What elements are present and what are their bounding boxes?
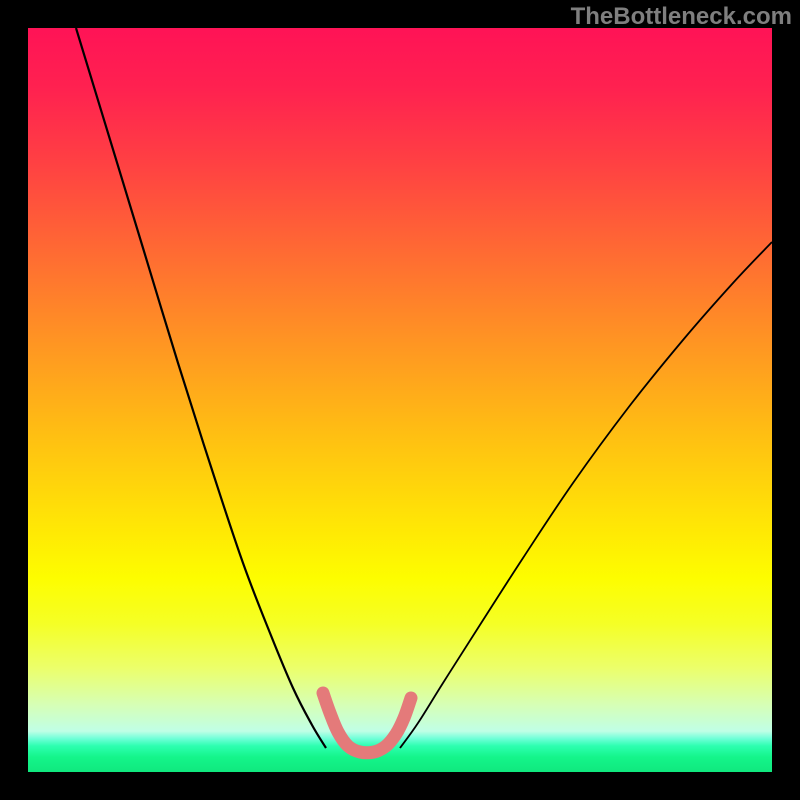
gradient-background <box>28 28 772 772</box>
watermark-text: TheBottleneck.com <box>571 3 792 31</box>
chart-stage: TheBottleneck.com <box>0 0 800 800</box>
bottleneck-chart-svg <box>0 0 800 800</box>
